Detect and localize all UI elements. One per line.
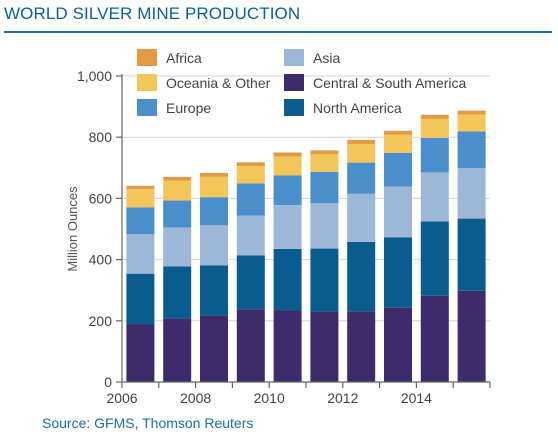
bar-segment-central-and-south-america-2007 bbox=[163, 318, 192, 382]
bar-segment-asia-2013 bbox=[384, 186, 412, 238]
bar-segment-central-and-south-america-2008 bbox=[200, 315, 228, 382]
bar-segment-oceania-and-other-2011 bbox=[310, 154, 339, 172]
bar-segment-oceania-and-other-2006 bbox=[126, 189, 155, 208]
bar-segment-africa-2008 bbox=[200, 173, 228, 177]
bar-segment-europe-2006 bbox=[126, 207, 155, 235]
bar-segment-central-and-south-america-2006 bbox=[126, 324, 155, 382]
legend-label: Africa bbox=[166, 50, 202, 66]
x-tick-label: 2006 bbox=[106, 390, 137, 406]
bar-segment-north-america-2009 bbox=[236, 255, 265, 310]
bar-segment-central-and-south-america-2012 bbox=[347, 311, 376, 382]
bar-segment-oceania-and-other-2013 bbox=[384, 134, 412, 153]
bar-segment-africa-2013 bbox=[384, 130, 412, 135]
legend-label: Europe bbox=[166, 100, 211, 116]
bar-segment-oceania-and-other-2010 bbox=[273, 156, 302, 176]
legend-item-oceania-and-other: Oceania & Other bbox=[137, 74, 271, 91]
legend-item-africa: Africa bbox=[137, 49, 202, 66]
bar-segment-north-america-2013 bbox=[384, 237, 412, 308]
bar-segment-asia-2007 bbox=[163, 227, 192, 267]
bar-segment-north-america-2006 bbox=[126, 273, 155, 325]
bar-segment-asia-2015 bbox=[457, 168, 486, 219]
bar-segment-asia-2006 bbox=[126, 234, 155, 274]
bar-segment-africa-2010 bbox=[273, 152, 302, 157]
bar-stack-group bbox=[126, 110, 486, 382]
bar-segment-central-and-south-america-2009 bbox=[236, 309, 265, 382]
legend-swatch bbox=[284, 49, 304, 66]
legend-label: North America bbox=[313, 100, 402, 116]
bar-segment-north-america-2008 bbox=[200, 265, 228, 316]
source-note: Source: GFMS, Thomson Reuters bbox=[42, 415, 254, 431]
bar-segment-europe-2008 bbox=[200, 197, 228, 226]
bar-segment-europe-2015 bbox=[457, 131, 486, 169]
bar-segment-asia-2008 bbox=[200, 225, 228, 266]
bar-segment-africa-2014 bbox=[420, 114, 449, 119]
legend-swatch bbox=[284, 99, 304, 116]
bar-segment-north-america-2015 bbox=[457, 218, 486, 291]
legend-swatch bbox=[137, 99, 157, 116]
legend: Africa Asia Oceania & Other Central & South… bbox=[137, 49, 467, 116]
bar-segment-africa-2007 bbox=[163, 176, 192, 181]
bar-segment-asia-2012 bbox=[347, 193, 376, 242]
bar-segment-africa-2006 bbox=[126, 185, 155, 190]
bar-segment-europe-2014 bbox=[420, 137, 449, 173]
y-tick-label: 0 bbox=[104, 374, 112, 390]
y-tick-label: 200 bbox=[89, 313, 113, 329]
bar-segment-north-america-2011 bbox=[310, 248, 339, 312]
bar-segment-europe-2011 bbox=[310, 171, 339, 204]
bar-segment-asia-2011 bbox=[310, 203, 339, 249]
bar-segment-asia-2009 bbox=[236, 215, 265, 256]
legend-item-central-and-south-america: Central & South America bbox=[284, 74, 467, 91]
legend-swatch bbox=[137, 49, 157, 66]
bar-segment-central-and-south-america-2011 bbox=[310, 311, 339, 382]
x-tick-label: 2010 bbox=[254, 390, 285, 406]
bar-segment-asia-2014 bbox=[420, 172, 449, 222]
bar-segment-europe-2010 bbox=[273, 175, 302, 206]
bar-segment-central-and-south-america-2015 bbox=[457, 290, 486, 382]
legend-label: Central & South America bbox=[313, 75, 467, 91]
y-axis-label: Million Ounces bbox=[65, 186, 80, 272]
bar-segment-oceania-and-other-2009 bbox=[236, 166, 265, 184]
bar-segment-europe-2012 bbox=[347, 162, 376, 194]
y-tick-label: 800 bbox=[89, 129, 113, 145]
bar-segment-europe-2013 bbox=[384, 152, 412, 187]
bar-segment-africa-2012 bbox=[347, 139, 376, 144]
bar-segment-oceania-and-other-2007 bbox=[163, 180, 192, 201]
bar-segment-central-and-south-america-2010 bbox=[273, 310, 302, 382]
bar-segment-central-and-south-america-2014 bbox=[420, 295, 449, 382]
legend-swatch bbox=[284, 74, 304, 91]
bar-segment-europe-2009 bbox=[236, 183, 265, 216]
legend-item-europe: Europe bbox=[137, 99, 211, 116]
bar-segment-oceania-and-other-2008 bbox=[200, 176, 228, 198]
bar-segment-oceania-and-other-2012 bbox=[347, 143, 376, 163]
y-tick-label: 400 bbox=[89, 252, 113, 268]
x-tick-label: 2012 bbox=[327, 390, 358, 406]
legend-swatch bbox=[137, 74, 157, 91]
chart-title: WORLD SILVER MINE PRODUCTION bbox=[4, 4, 301, 23]
bar-segment-north-america-2007 bbox=[163, 266, 192, 319]
bar-segment-oceania-and-other-2014 bbox=[420, 118, 449, 138]
bar-segment-north-america-2010 bbox=[273, 248, 302, 311]
bar-segment-north-america-2014 bbox=[420, 221, 449, 296]
bar-segment-oceania-and-other-2015 bbox=[457, 114, 486, 132]
y-tick-label: 1,000 bbox=[77, 68, 112, 84]
legend-label: Asia bbox=[313, 50, 340, 66]
y-tick-label: 600 bbox=[89, 190, 113, 206]
title-divider bbox=[4, 31, 552, 33]
legend-item-asia: Asia bbox=[284, 49, 340, 66]
axes: 0 200 400 600 800 1,000 2006 2008 2010 2012 2014 bbox=[77, 68, 491, 406]
bar-segment-africa-2011 bbox=[310, 150, 339, 155]
legend-item-north-america: North America bbox=[284, 99, 402, 116]
x-tick-label: 2008 bbox=[180, 390, 211, 406]
bar-segment-europe-2007 bbox=[163, 200, 192, 228]
bar-segment-north-america-2012 bbox=[347, 241, 376, 312]
bar-segment-africa-2015 bbox=[457, 110, 486, 115]
x-tick-label: 2014 bbox=[401, 390, 432, 406]
bar-segment-central-and-south-america-2013 bbox=[384, 307, 412, 382]
bar-segment-africa-2009 bbox=[236, 162, 265, 167]
bar-segment-asia-2010 bbox=[273, 205, 302, 249]
legend-label: Oceania & Other bbox=[166, 75, 271, 91]
